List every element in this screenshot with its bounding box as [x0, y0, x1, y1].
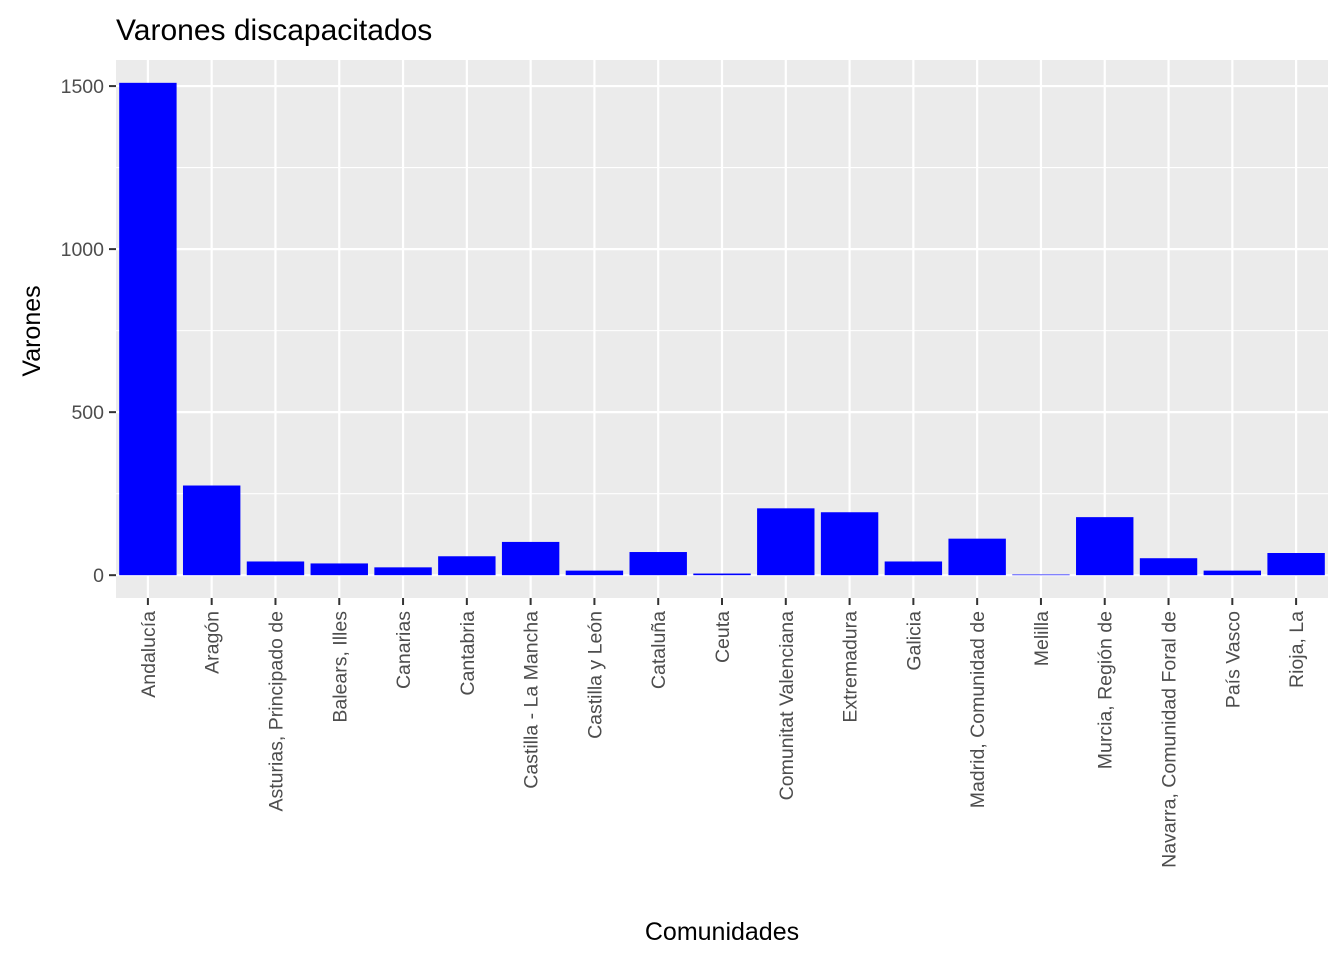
bar	[374, 567, 432, 576]
y-tick-label: 500	[71, 402, 104, 424]
bar	[820, 512, 879, 576]
y-axis-title: Varones	[18, 285, 46, 376]
x-tick-label: Cataluña	[648, 611, 670, 689]
x-tick-label: País Vasco	[1222, 611, 1244, 708]
bar	[693, 573, 751, 576]
x-tick-label: Balears, Illes	[329, 611, 351, 723]
bar	[246, 561, 305, 576]
bar	[501, 541, 560, 576]
bar	[438, 556, 496, 576]
y-tick-label: 0	[93, 565, 104, 587]
bar	[1076, 517, 1134, 576]
bars	[119, 82, 1325, 576]
x-axis: Andalucía Aragón Asturias, Principado de Ba…	[138, 598, 1308, 868]
bar	[1139, 558, 1198, 576]
x-tick-label: Extremadura	[840, 611, 862, 723]
bar	[119, 82, 177, 576]
x-tick-label: Aragón	[202, 611, 224, 674]
x-axis-title: Comunidades	[645, 918, 799, 946]
bar	[629, 552, 687, 576]
x-tick-label: Galicia	[903, 611, 925, 671]
grid-lines	[116, 60, 1328, 598]
y-tick-label: 1000	[61, 239, 105, 261]
bar	[182, 485, 241, 576]
x-tick-label: Castilla y León	[584, 611, 606, 739]
y-tick-label: 1500	[61, 76, 105, 98]
x-tick-label: Canarias	[393, 611, 415, 689]
x-tick-label: Comunitat Valenciana	[776, 611, 798, 800]
bar	[310, 563, 368, 576]
x-tick-label: Castilla - La Mancha	[521, 611, 543, 789]
y-axis: 0 500 1000 1500	[61, 76, 116, 587]
x-tick-label: Rioja, La	[1286, 611, 1308, 688]
x-tick-label: Cantabria	[457, 611, 479, 696]
bar	[1203, 570, 1262, 576]
x-tick-label: Murcia, Región de	[1095, 611, 1117, 769]
x-tick-label: Andalucía	[138, 611, 160, 698]
bar	[1012, 574, 1070, 576]
chart-title: Varones discapacitados	[116, 14, 432, 47]
x-tick-label: Asturias, Principado de	[265, 611, 287, 812]
bar	[757, 508, 815, 576]
x-tick-label: Madrid, Comunidad de	[967, 611, 989, 808]
x-tick-label: Ceuta	[712, 611, 734, 663]
x-tick-label: Navarra, Comunidad Foral de	[1159, 611, 1181, 868]
x-tick-label: Melilla	[1031, 611, 1053, 666]
bar	[565, 570, 624, 576]
bar	[948, 538, 1006, 576]
bar	[1267, 553, 1325, 576]
bar	[884, 561, 943, 576]
